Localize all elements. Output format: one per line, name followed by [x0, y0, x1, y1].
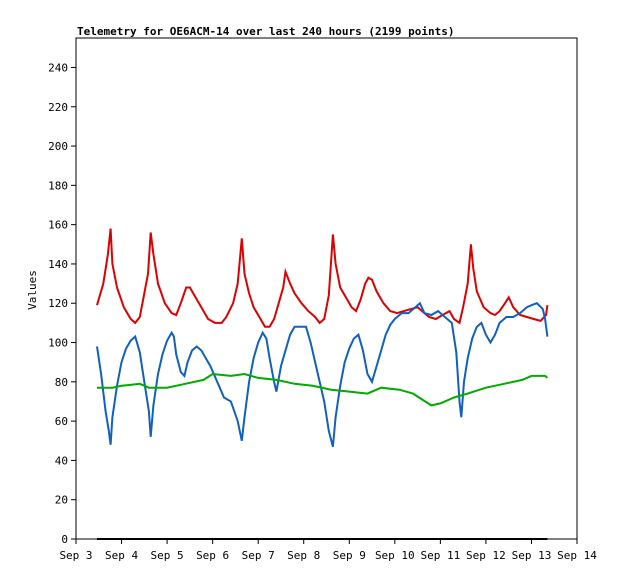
- x-tick-label: Sep 5: [151, 549, 184, 562]
- x-tick-label: Sep 9: [333, 549, 366, 562]
- x-tick-label: Sep 7: [242, 549, 275, 562]
- x-axis: Sep 3 Sep 4 Sep 5 Sep 6 Sep 7 Sep 8 Sep 9 Sep 1…: [59, 539, 597, 562]
- plot-frame: [75, 37, 578, 540]
- x-tick-label: Sep 10: [375, 549, 415, 562]
- x-tick-label: Sep 4: [105, 549, 138, 562]
- y-tick-label: 200: [48, 140, 68, 153]
- x-tick-label: Sep 13: [512, 549, 552, 562]
- y-tick-label: 100: [48, 337, 68, 350]
- series-line-2: [97, 372, 549, 407]
- y-tick-label: 0: [61, 533, 68, 546]
- y-tick-label: 140: [48, 258, 68, 271]
- y-tick-label: 240: [48, 61, 68, 74]
- y-tick-label: 40: [55, 454, 68, 467]
- y-tick-label: 160: [48, 219, 68, 232]
- series-line-0: [96, 228, 549, 328]
- series-group: [96, 228, 549, 540]
- x-tick-label: Sep 3: [59, 549, 92, 562]
- chart-title: Telemetry for OE6ACM-14 over last 240 ho…: [77, 25, 455, 38]
- series-line-1: [96, 301, 549, 447]
- y-tick-label: 60: [55, 415, 68, 428]
- y-tick-label: 220: [48, 101, 68, 114]
- y-tick-label: 120: [48, 297, 68, 310]
- y-tick-label: 80: [55, 376, 68, 389]
- y-tick-label: 20: [55, 494, 68, 507]
- x-tick-label: Sep 12: [466, 549, 506, 562]
- x-tick-label: Sep 6: [196, 549, 229, 562]
- y-axis-title: Values: [26, 270, 39, 310]
- y-axis: 0 20 40 60 80 100 120 140 160 180 200 220 240: [48, 61, 76, 546]
- x-tick-label: Sep 14: [557, 549, 597, 562]
- x-tick-label: Sep 11: [420, 549, 460, 562]
- x-tick-label: Sep 8: [287, 549, 320, 562]
- y-tick-label: 180: [48, 179, 68, 192]
